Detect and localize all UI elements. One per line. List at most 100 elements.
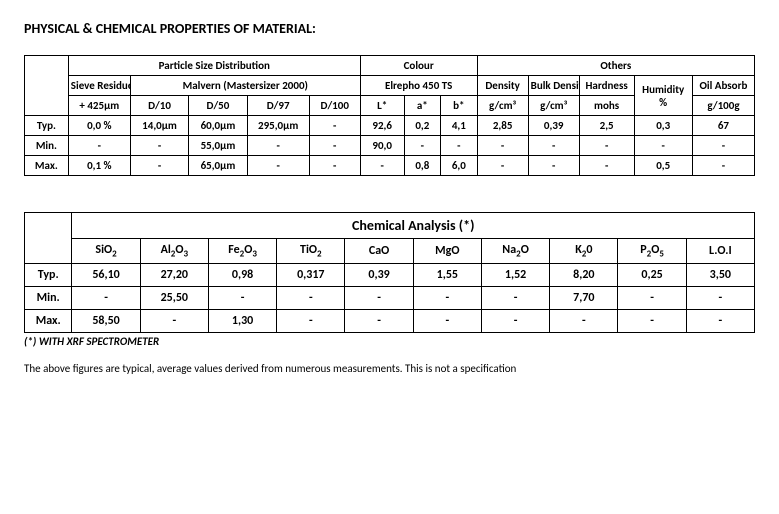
cell: 0,98 bbox=[208, 264, 276, 287]
cell: - bbox=[208, 287, 276, 310]
unit-d100: D/100 bbox=[309, 96, 360, 116]
cell: - bbox=[579, 156, 634, 176]
col-sieve: Sieve Residue bbox=[68, 76, 130, 96]
chem-col: K20 bbox=[550, 239, 618, 264]
cell: - bbox=[477, 156, 528, 176]
cell: - bbox=[441, 136, 478, 156]
cell: 8,20 bbox=[550, 264, 618, 287]
cell: - bbox=[477, 136, 528, 156]
cell: 4,1 bbox=[441, 116, 478, 136]
cell: - bbox=[68, 136, 130, 156]
cell: 60,0μm bbox=[189, 116, 247, 136]
col-group-psd: Particle Size Distribution bbox=[68, 56, 360, 76]
cell: 58,50 bbox=[72, 310, 140, 333]
table-row: Sieve Residue Malvern (Mastersizer 2000)… bbox=[25, 76, 755, 96]
cell: - bbox=[247, 156, 309, 176]
cell: - bbox=[140, 310, 208, 333]
cell: 0,39 bbox=[345, 264, 413, 287]
unit-oil: g/100g bbox=[692, 96, 754, 116]
table-row: Typ. 0,0 % 14,0μm 60,0μm 295,0μm - 92,6 … bbox=[25, 116, 755, 136]
cell: 0,25 bbox=[618, 264, 686, 287]
cell: 56,10 bbox=[72, 264, 140, 287]
cell: - bbox=[309, 136, 360, 156]
cell: - bbox=[309, 156, 360, 176]
cell: 0,39 bbox=[528, 116, 579, 136]
cell: 14,0μm bbox=[130, 116, 188, 136]
unit-bulk: g/cm³ bbox=[528, 96, 579, 116]
chem-col: CaO bbox=[345, 239, 413, 264]
cell: 90,0 bbox=[360, 136, 404, 156]
cell: 7,70 bbox=[550, 287, 618, 310]
cell: - bbox=[72, 287, 140, 310]
table-row: Particle Size Distribution Colour Others bbox=[25, 56, 755, 76]
cell: - bbox=[528, 156, 579, 176]
chem-col: SiO2 bbox=[72, 239, 140, 264]
chem-col: TiO2 bbox=[277, 239, 345, 264]
cell: - bbox=[686, 310, 754, 333]
chem-title: Chemical Analysis (*) bbox=[72, 213, 755, 239]
chem-col: Fe2O3 bbox=[208, 239, 276, 264]
cell: 0,8 bbox=[404, 156, 441, 176]
cell: - bbox=[692, 156, 754, 176]
cell: - bbox=[404, 136, 441, 156]
row-label-min: Min. bbox=[25, 287, 72, 310]
col-humidity: Humidity % bbox=[634, 76, 692, 116]
table-row: Typ. 56,10 27,20 0,98 0,317 0,39 1,55 1,… bbox=[25, 264, 755, 287]
cell: - bbox=[345, 287, 413, 310]
unit-density: g/cm³ bbox=[477, 96, 528, 116]
cell: - bbox=[277, 310, 345, 333]
table-row: SiO2 Al2O3 Fe2O3 TiO2 CaO MgO Na2O K20 P… bbox=[25, 239, 755, 264]
footnote-spectrometer: (*) WITH XRF SPECTROMETER bbox=[24, 335, 755, 348]
cell: 295,0μm bbox=[247, 116, 309, 136]
row-label-typ: Typ. bbox=[25, 264, 72, 287]
unit-b: b* bbox=[441, 96, 478, 116]
chemical-table: Chemical Analysis (*) SiO2 Al2O3 Fe2O3 T… bbox=[24, 212, 755, 333]
cell: 25,50 bbox=[140, 287, 208, 310]
unit-d50: D/50 bbox=[189, 96, 247, 116]
col-bulk-density: Bulk Density bbox=[528, 76, 579, 96]
cell: - bbox=[413, 287, 481, 310]
cell: - bbox=[481, 287, 549, 310]
col-hardness: Hardness bbox=[579, 76, 634, 96]
cell: - bbox=[618, 310, 686, 333]
cell: 2,85 bbox=[477, 116, 528, 136]
cell: - bbox=[634, 136, 692, 156]
cell: - bbox=[247, 136, 309, 156]
col-elrepho: Elrepho 450 TS bbox=[360, 76, 477, 96]
col-density: Density bbox=[477, 76, 528, 96]
cell: - bbox=[481, 310, 549, 333]
cell: 3,50 bbox=[686, 264, 754, 287]
cell: 0,317 bbox=[277, 264, 345, 287]
col-oil: Oil Absorb bbox=[692, 76, 754, 96]
table-row: Min. - 25,50 - - - - - 7,70 - - bbox=[25, 287, 755, 310]
cell: - bbox=[618, 287, 686, 310]
cell: 92,6 bbox=[360, 116, 404, 136]
cell: - bbox=[528, 136, 579, 156]
unit-hardness: mohs bbox=[579, 96, 634, 116]
col-malvern: Malvern (Mastersizer 2000) bbox=[130, 76, 360, 96]
cell: 0,5 bbox=[634, 156, 692, 176]
cell: - bbox=[692, 136, 754, 156]
table-row: Max. 58,50 - 1,30 - - - - - - - bbox=[25, 310, 755, 333]
chem-col: L.O.I bbox=[686, 239, 754, 264]
unit-L: L* bbox=[360, 96, 404, 116]
cell: 0,3 bbox=[634, 116, 692, 136]
cell: 1,55 bbox=[413, 264, 481, 287]
table-row: Chemical Analysis (*) bbox=[25, 213, 755, 239]
chem-col: P2O5 bbox=[618, 239, 686, 264]
chem-col: MgO bbox=[413, 239, 481, 264]
cell: 1,30 bbox=[208, 310, 276, 333]
cell: - bbox=[130, 136, 188, 156]
cell: - bbox=[130, 156, 188, 176]
cell: - bbox=[360, 156, 404, 176]
unit-d97: D/97 bbox=[247, 96, 309, 116]
cell: 67 bbox=[692, 116, 754, 136]
cell: 2,5 bbox=[579, 116, 634, 136]
cell: - bbox=[345, 310, 413, 333]
cell: - bbox=[309, 116, 360, 136]
col-group-colour: Colour bbox=[360, 56, 477, 76]
cell: 0,2 bbox=[404, 116, 441, 136]
chem-col: Na2O bbox=[481, 239, 549, 264]
cell: 1,52 bbox=[481, 264, 549, 287]
row-label-min: Min. bbox=[25, 136, 69, 156]
